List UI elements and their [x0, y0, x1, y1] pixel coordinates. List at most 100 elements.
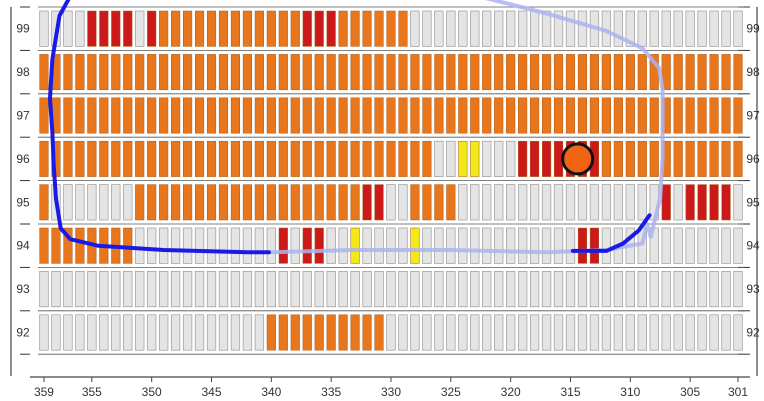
- grid-cell: [75, 271, 85, 308]
- grid-cell: [434, 271, 444, 308]
- x-tick-label: 350: [142, 385, 162, 399]
- grid-cell: [386, 184, 396, 221]
- grid-cell: [326, 314, 336, 351]
- grid-cell: [553, 97, 564, 134]
- grid-cell: [147, 184, 157, 221]
- grid-cell: [326, 271, 336, 308]
- grid-cell: [589, 227, 599, 264]
- grid-cell: [470, 227, 480, 264]
- grid-cell: [398, 184, 408, 221]
- grid-cell: [565, 271, 576, 308]
- grid-cell: [254, 227, 265, 264]
- grid-cell: [194, 54, 205, 91]
- grid-cell: [350, 10, 360, 47]
- grid-cell: [601, 140, 611, 177]
- grid-cell: [374, 271, 384, 308]
- grid-cell: [158, 227, 169, 264]
- grid-cell: [721, 140, 731, 177]
- grid-cell: [625, 184, 635, 221]
- grid-cell: [135, 10, 145, 47]
- grid-cell: [529, 10, 540, 47]
- grid-cell: [482, 97, 492, 134]
- row-label-right: 96: [746, 152, 760, 166]
- grid-cell: [302, 140, 312, 177]
- grid-cell: [350, 97, 360, 134]
- grid-cell: [290, 227, 300, 264]
- grid-cell: [494, 140, 504, 177]
- grid-cell: [87, 97, 97, 134]
- grid-cell: [135, 314, 145, 351]
- grid-cell: [589, 184, 600, 221]
- grid-cell: [254, 10, 264, 47]
- grid-cell: [697, 97, 707, 134]
- grid-cell: [733, 140, 743, 177]
- grid-cell: [350, 271, 360, 308]
- grid-cell: [386, 10, 396, 47]
- grid-cell: [661, 10, 671, 47]
- grid-cell: [194, 227, 205, 264]
- grid-cell: [422, 97, 432, 134]
- grid-cell: [386, 140, 396, 177]
- grid-cell: [218, 314, 229, 351]
- x-tick-label: 359: [34, 385, 54, 399]
- grid-cell: [541, 184, 552, 221]
- grid-cell: [577, 10, 588, 47]
- grid-cell: [147, 314, 157, 351]
- grid-cell: [482, 54, 492, 91]
- grid-cell: [326, 97, 336, 134]
- grid-cell: [374, 227, 384, 264]
- grid-cell: [673, 54, 683, 91]
- grid-cell: [218, 97, 229, 134]
- grid-cell: [63, 10, 73, 47]
- grid-cell: [99, 271, 109, 308]
- grid-cell: [159, 54, 169, 91]
- grid-cell: [314, 314, 324, 351]
- grid-cell: [422, 314, 432, 351]
- grid-cell: [183, 184, 193, 221]
- grid-cell: [242, 184, 252, 221]
- grid-cell: [697, 227, 707, 264]
- grid-cell: [99, 184, 109, 221]
- grid-cell: [159, 140, 169, 177]
- grid-cell: [374, 184, 384, 221]
- grid-cell: [530, 97, 540, 134]
- grid-cell: [75, 314, 85, 351]
- grid-cell: [278, 227, 288, 264]
- x-tick-label: 301: [728, 385, 748, 399]
- grid-cell: [278, 184, 288, 221]
- grid-cell: [601, 97, 611, 134]
- grid-cell: [589, 54, 599, 91]
- grid-cell: [661, 227, 671, 264]
- row-label-left: 96: [16, 152, 30, 166]
- grid-cell: [159, 97, 169, 134]
- grid-cell: [482, 140, 492, 177]
- grid-cell: [314, 54, 324, 91]
- grid-cell: [661, 271, 671, 308]
- grid-cell: [159, 10, 169, 47]
- position-marker: [561, 142, 595, 176]
- grid-cell: [697, 54, 707, 91]
- grid-frame: [10, 6, 758, 378]
- grid-cell: [434, 140, 444, 177]
- grid-cell: [111, 54, 121, 91]
- x-tick-label: 320: [501, 385, 521, 399]
- grid-cell: [410, 54, 420, 91]
- grid-cell: [685, 54, 695, 91]
- row-label-left: 94: [16, 239, 30, 253]
- grid-cell: [625, 54, 635, 91]
- grid-cell: [541, 314, 552, 351]
- grid-cell: [529, 184, 540, 221]
- grid-cell: [601, 54, 611, 91]
- grid-cell: [541, 227, 552, 264]
- grid-cell: [446, 184, 456, 221]
- grid-cell: [135, 54, 145, 91]
- row-label-right: 99: [746, 22, 760, 36]
- grid-cell: [111, 314, 121, 351]
- grid-cell: [290, 184, 300, 221]
- grid-cell: [721, 271, 731, 308]
- grid-cell: [135, 227, 145, 264]
- grid-cell: [613, 184, 624, 221]
- row-label-right: 98: [746, 65, 760, 79]
- grid-cell: [266, 54, 276, 91]
- grid-cell: [230, 184, 241, 221]
